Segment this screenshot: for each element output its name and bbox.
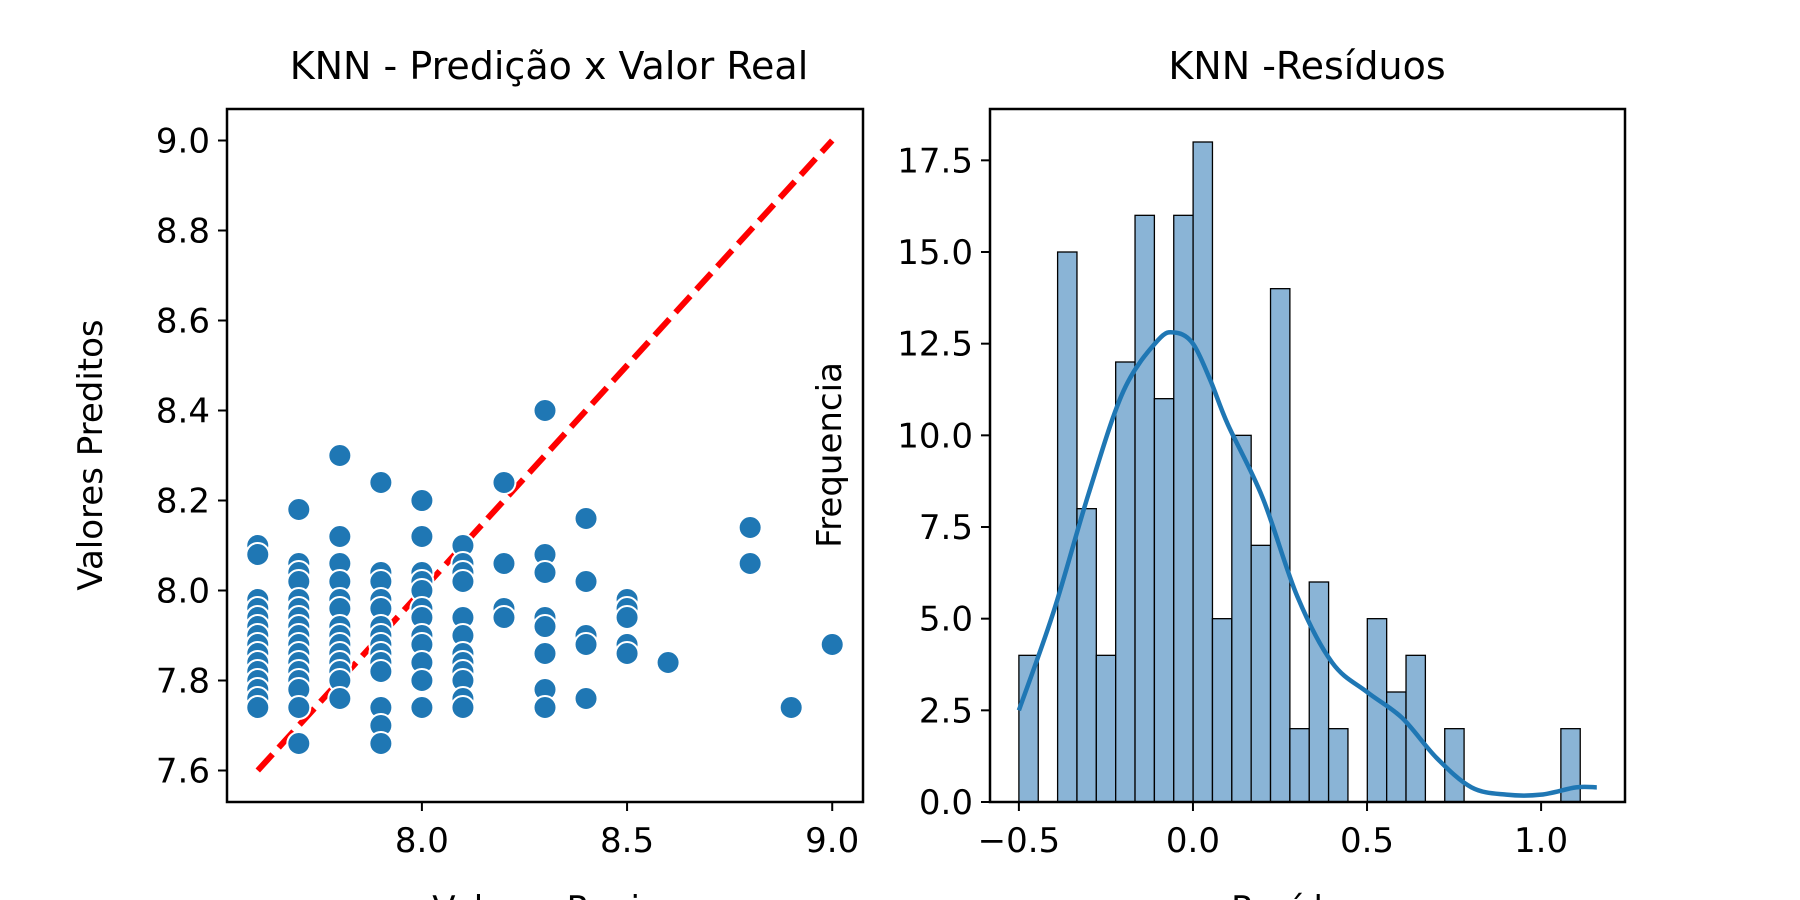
- scatter-point: [286, 497, 312, 522]
- kde-curve: [1016, 329, 1597, 798]
- histogram-bar: [1211, 618, 1233, 803]
- scatter-ytick-label: 7.8: [156, 662, 210, 702]
- hist-ytick-label: 17.5: [897, 141, 973, 181]
- hist-ytick-label: 15.0: [897, 233, 973, 273]
- scatter-point: [409, 668, 435, 693]
- hist-ytick-label: 5.0: [919, 600, 973, 640]
- hist-ytick-label: 2.5: [919, 691, 973, 731]
- scatter-point: [327, 443, 353, 468]
- scatter-point: [491, 470, 517, 495]
- scatter-point: [532, 614, 558, 639]
- scatter-point: [368, 731, 394, 756]
- scatter-point: [532, 695, 558, 720]
- scatter-ytick-label: 8.4: [156, 392, 210, 432]
- scatter-point: [655, 650, 681, 675]
- histogram-bar: [1115, 361, 1136, 803]
- scatter-point: [327, 686, 353, 711]
- scatter-xlabel: Valores Reais: [432, 889, 657, 900]
- hist-ytick-label: 10.0: [897, 416, 973, 456]
- scatter-ytick-label: 8.2: [156, 482, 210, 522]
- hist-panel: KNN -Resíduos −0.5 0.0 0.5 1.0 0.02.55.07.5…: [810, 44, 1627, 900]
- hist-xtick-label: 0.5: [1340, 821, 1394, 861]
- histogram-bar: [1289, 728, 1310, 803]
- scatter-point: [286, 695, 312, 720]
- scatter-ytick-label: 8.6: [156, 302, 210, 342]
- hist-xtick-label: −0.5: [978, 821, 1061, 861]
- scatter-xtick-label: 8.5: [600, 821, 654, 861]
- scatter-point: [409, 488, 435, 513]
- scatter-point: [573, 569, 599, 594]
- scatter-point: [409, 524, 435, 549]
- scatter-point: [737, 551, 763, 576]
- scatter-point: [491, 551, 517, 576]
- scatter-point: [245, 695, 271, 720]
- histogram-bar: [1056, 251, 1078, 803]
- histogram-bar: [1327, 728, 1349, 803]
- histogram-bar: [1308, 581, 1330, 803]
- hist-title: KNN -Resíduos: [1168, 44, 1445, 88]
- hist-frame: [988, 107, 1627, 804]
- hist-xtick-label: 0.0: [1166, 821, 1220, 861]
- histogram-bar: [1405, 654, 1427, 803]
- histogram-bar: [1231, 434, 1252, 803]
- histogram-bar: [1366, 618, 1388, 803]
- scatter-point: [614, 605, 640, 630]
- scatter-point: [819, 632, 845, 657]
- scatter-point: [532, 641, 558, 666]
- scatter-point: [368, 659, 394, 684]
- histogram-bar: [1173, 214, 1194, 803]
- scatter-point: [573, 506, 599, 531]
- scatter-point: [614, 641, 640, 666]
- histogram-bar: [1076, 508, 1097, 803]
- scatter-ytick-label: 7.6: [156, 752, 210, 792]
- scatter-xtick-label: 8.0: [395, 821, 449, 861]
- scatter-point: [327, 524, 353, 549]
- scatter-point: [491, 605, 517, 630]
- scatter-point: [573, 686, 599, 711]
- histogram-bar: [1192, 141, 1214, 803]
- scatter-ytick-label: 8.0: [156, 572, 210, 612]
- scatter-ylabel: Valores Preditos: [71, 319, 111, 590]
- scatter-point: [778, 695, 804, 720]
- scatter-point: [573, 632, 599, 657]
- histogram-bar: [1153, 398, 1175, 803]
- hist-ytick-label: 12.5: [897, 325, 973, 365]
- hist-xlabel: Resíduos: [1231, 889, 1383, 900]
- hist-ylabel: Frequencia: [810, 362, 850, 548]
- scatter-title: KNN - Predição x Valor Real: [290, 44, 809, 88]
- scatter-point: [409, 695, 435, 720]
- scatter-point: [368, 470, 394, 495]
- scatter-point: [450, 569, 476, 594]
- scatter-point: [286, 731, 312, 756]
- hist-ytick-label: 0.0: [919, 783, 973, 823]
- scatter-point: [532, 560, 558, 585]
- scatter-ytick-label: 9.0: [156, 122, 210, 162]
- scatter-point: [450, 695, 476, 720]
- hist-ytick-label: 7.5: [919, 508, 973, 548]
- scatter-panel: KNN - Predição x Valor Real 8.0 8.5 9.0 7.…: [71, 44, 865, 900]
- histogram-bar: [1444, 728, 1465, 803]
- histogram-bar: [1134, 214, 1156, 803]
- scatter-frame: [225, 107, 865, 804]
- histogram-bar: [1250, 544, 1272, 803]
- reference-line: [255, 138, 835, 773]
- hist-xtick-label: 1.0: [1514, 821, 1568, 861]
- scatter-point: [245, 542, 271, 567]
- scatter-ytick-label: 8.8: [156, 212, 210, 252]
- scatter-point: [532, 398, 558, 423]
- scatter-xtick-label: 9.0: [805, 821, 859, 861]
- histogram-bar: [1095, 654, 1117, 803]
- scatter-point: [737, 515, 763, 540]
